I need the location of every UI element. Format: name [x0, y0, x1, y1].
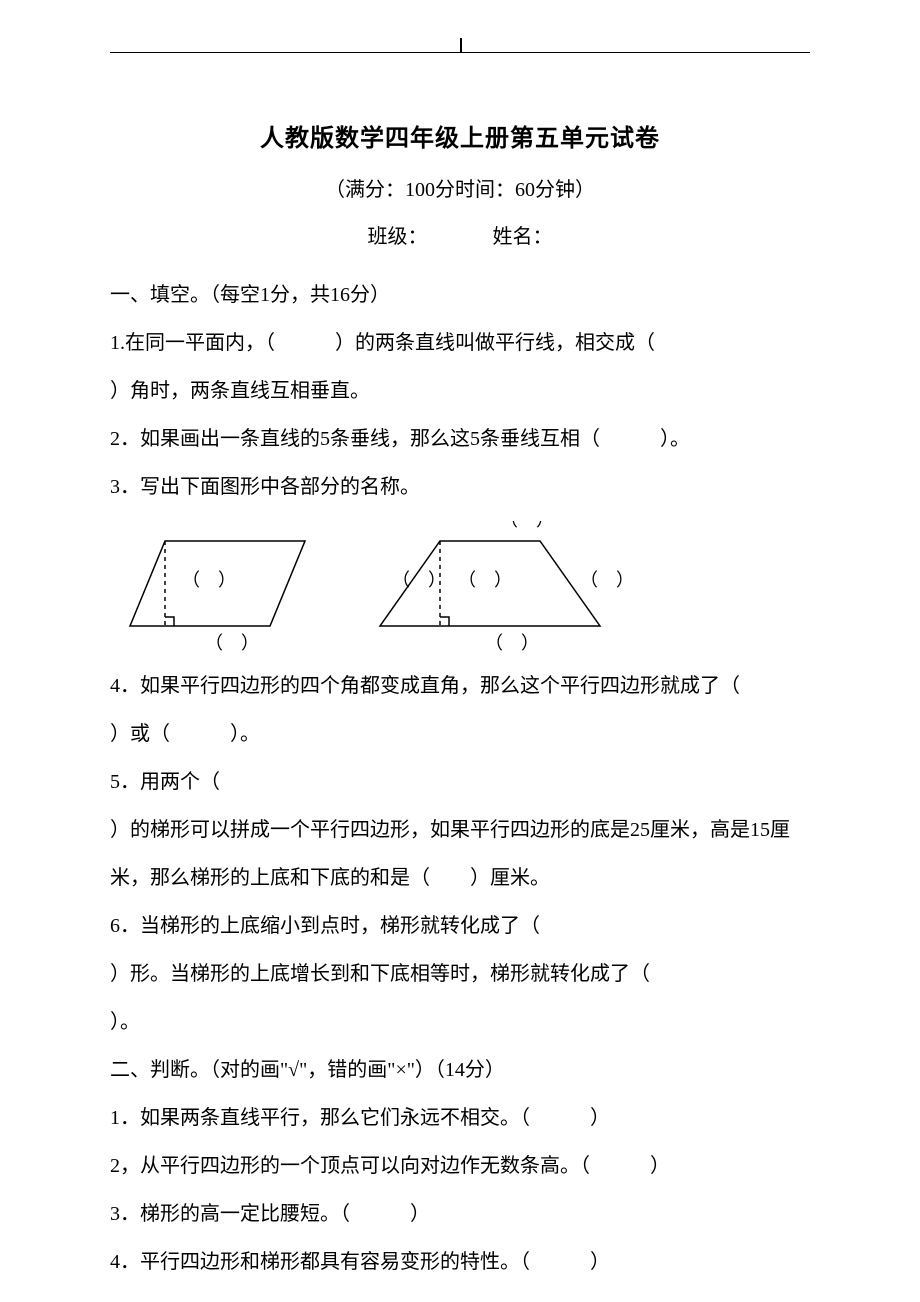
s2-q4: 4．平行四边形和梯形都具有容易变形的特性。（ ）	[110, 1238, 810, 1286]
s1-q3: 3．写出下面图形中各部分的名称。	[110, 463, 810, 511]
s1-q5a: 5．用两个（	[110, 758, 810, 806]
top-rule	[110, 52, 810, 53]
s1-q2: 2．如果画出一条直线的5条垂线，那么这5条垂线互相（ ）。	[110, 415, 810, 463]
s2-q3: 3．梯形的高一定比腰短。（ ）	[110, 1190, 810, 1238]
s1-q5c: 米，那么梯形的上底和下底的和是（ ）厘米。	[110, 854, 810, 902]
s1-q6b: ）形。当梯形的上底增长到和下底相等时，梯形就转化成了（	[110, 950, 810, 998]
svg-text:（ ）: （ ）	[500, 521, 554, 530]
svg-text:（ ）: （ ）	[205, 633, 259, 653]
section-1: 一、填空。（每空1分，共16分） 1.在同一平面内，（ ）的两条直线叫做平行线，…	[110, 271, 810, 1046]
page: 人教版数学四年级上册第五单元试卷 （满分：100分时间：60分钟） 班级： 姓名…	[0, 0, 920, 1302]
exam-title: 人教版数学四年级上册第五单元试卷	[110, 118, 810, 153]
s1-q6a: 6．当梯形的上底缩小到点时，梯形就转化成了（	[110, 902, 810, 950]
exam-subtitle: （满分：100分时间：60分钟）	[110, 173, 810, 202]
section-2: 二、判断。（对的画"√"，错的画"×"）（14分） 1．如果两条直线平行，那么它…	[110, 1046, 810, 1286]
s1-q5b: ）的梯形可以拼成一个平行四边形，如果平行四边形的底是25厘米，高是15厘	[110, 806, 810, 854]
s1-q1a: 1.在同一平面内，（ ）的两条直线叫做平行线，相交成（	[110, 319, 810, 367]
s2-heading: 二、判断。（对的画"√"，错的画"×"）（14分）	[110, 1046, 810, 1094]
s1-q4b: ）或（ ）。	[110, 710, 810, 758]
shapes-svg: （ ） （ ） （ ） （ ） （ ） （ ） （ ）	[110, 521, 670, 656]
svg-text:（ ）: （ ）	[182, 570, 236, 590]
svg-text:（ ）: （ ）	[580, 570, 634, 590]
svg-text:（ ）: （ ）	[485, 633, 539, 653]
svg-text:（ ）: （ ）	[392, 570, 446, 590]
svg-text:（ ）: （ ）	[458, 570, 512, 590]
top-tick-mark	[460, 38, 462, 52]
name-line: 班级： 姓名：	[110, 220, 810, 249]
s2-q2: 2，从平行四边形的一个顶点可以向对边作无数条高。（ ）	[110, 1142, 810, 1190]
s2-q1: 1．如果两条直线平行，那么它们永远不相交。（ ）	[110, 1094, 810, 1142]
class-label: 班级：	[368, 226, 428, 248]
s1-q6c: ）。	[110, 998, 810, 1046]
s1-heading: 一、填空。（每空1分，共16分）	[110, 271, 810, 319]
figure-row: （ ） （ ） （ ） （ ） （ ） （ ） （ ）	[110, 521, 810, 656]
name-label: 姓名：	[493, 226, 553, 248]
s1-q4a: 4．如果平行四边形的四个角都变成直角，那么这个平行四边形就成了（	[110, 662, 810, 710]
s1-q1b: ）角时，两条直线互相垂直。	[110, 367, 810, 415]
